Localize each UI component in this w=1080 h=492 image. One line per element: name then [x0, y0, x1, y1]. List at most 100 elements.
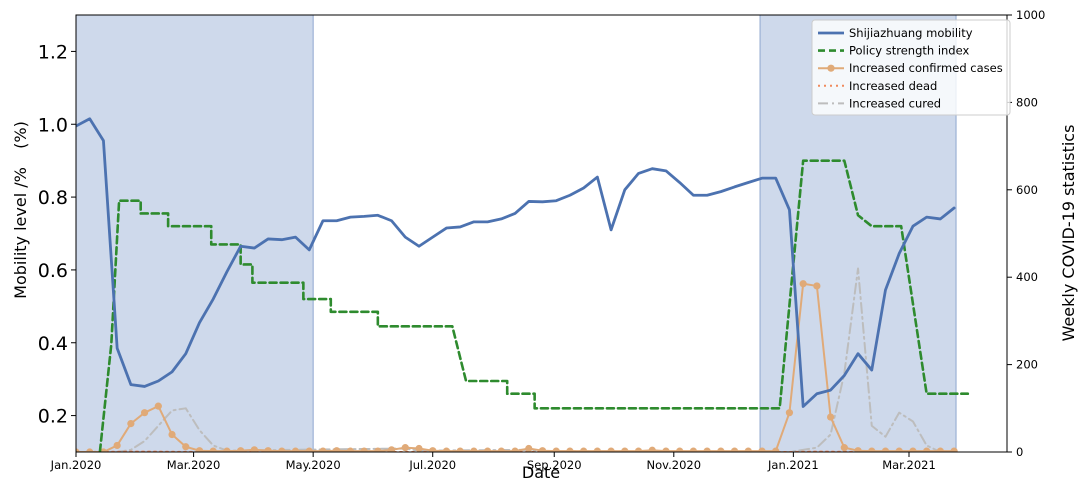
data-point-increased-confirmed-cases: [525, 444, 533, 452]
data-point-increased-confirmed-cases: [195, 447, 204, 452]
data-point-increased-confirmed-cases: [772, 447, 780, 452]
data-point-increased-confirmed-cases: [319, 447, 327, 452]
data-point-increased-confirmed-cases: [538, 447, 547, 452]
y-right-tick-label: 200: [1016, 358, 1038, 372]
data-point-increased-confirmed-cases: [676, 447, 684, 452]
data-point-increased-confirmed-cases: [580, 447, 588, 452]
y-left-tick-label: 0.8: [38, 187, 68, 209]
data-point-increased-confirmed-cases: [360, 447, 368, 452]
data-point-increased-confirmed-cases: [923, 447, 931, 452]
data-point-increased-confirmed-cases: [76, 448, 80, 452]
x-tick-label: Jan.2020: [50, 458, 102, 472]
x-tick-label: Mar.2020: [167, 458, 221, 472]
x-tick-label: Jan.2021: [767, 458, 819, 472]
data-point-increased-confirmed-cases: [374, 447, 382, 452]
legend-box: [811, 19, 1011, 116]
x-tick-label: Nov.2020: [647, 458, 701, 472]
y-right-tick-label: 0: [1016, 445, 1023, 459]
data-point-increased-confirmed-cases: [840, 444, 848, 452]
data-point-increased-confirmed-cases: [827, 413, 835, 421]
data-point-increased-confirmed-cases: [950, 447, 958, 452]
y-right-tick-label: 800: [1016, 95, 1038, 109]
data-point-increased-confirmed-cases: [648, 446, 656, 452]
data-point-increased-confirmed-cases: [621, 447, 629, 452]
y-right-tick-label: 1000: [1016, 8, 1045, 22]
data-point-increased-confirmed-cases: [291, 447, 300, 452]
data-point-increased-confirmed-cases: [730, 447, 739, 452]
data-point-increased-confirmed-cases: [868, 447, 876, 452]
y-axis-left-title: Mobility level /%: [11, 167, 30, 299]
legend-label: Increased dead: [849, 79, 937, 93]
data-point-increased-confirmed-cases: [881, 447, 890, 452]
y-left-tick-label: 0.6: [38, 260, 68, 282]
data-point-increased-confirmed-cases: [799, 280, 807, 288]
data-point-increased-confirmed-cases: [854, 447, 862, 452]
data-point-increased-confirmed-cases: [662, 447, 670, 452]
data-point-increased-confirmed-cases: [813, 282, 821, 290]
data-point-increased-confirmed-cases: [429, 447, 437, 452]
data-point-increased-confirmed-cases: [936, 447, 944, 452]
x-tick-label: Sep.2020: [527, 458, 582, 472]
y-left-tick-label: 1.2: [38, 41, 68, 63]
x-tick-label: Jul.2020: [408, 458, 456, 472]
legend: Shijiazhuang mobility Policy strength ind…: [811, 19, 1011, 116]
data-point-increased-confirmed-cases: [552, 447, 560, 452]
data-point-increased-confirmed-cases: [223, 447, 231, 452]
x-axis: Jan.2020 Mar.2020 May.2020 Jul.2020 Sep.2020…: [50, 452, 936, 472]
data-point-increased-confirmed-cases: [895, 447, 903, 452]
data-point-increased-confirmed-cases: [593, 447, 601, 452]
legend-label: Shijiazhuang mobility: [849, 26, 973, 40]
y-axis-left: 0.2 0.4 0.6 0.8 1.0 1.2: [38, 41, 76, 428]
data-point-increased-confirmed-cases: [456, 447, 464, 452]
series-layer: [76, 117, 970, 452]
data-point-increased-confirmed-cases: [237, 447, 245, 452]
data-point-increased-confirmed-cases: [497, 447, 505, 452]
data-point-increased-confirmed-cases: [744, 447, 752, 452]
data-point-increased-confirmed-cases: [415, 444, 423, 452]
shaded-period-0: [75, 14, 314, 453]
x-axis-title: Date: [522, 463, 560, 482]
data-point-increased-confirmed-cases: [566, 447, 574, 452]
data-point-increased-confirmed-cases: [703, 447, 711, 452]
data-point-increased-confirmed-cases: [113, 441, 121, 450]
y-axis-left-title-note: (%): [11, 121, 30, 149]
y-left-tick-label: 0.4: [38, 333, 68, 355]
data-point-increased-confirmed-cases: [264, 447, 272, 452]
data-point-increased-confirmed-cases: [484, 447, 492, 452]
legend-label: Policy strength index: [849, 44, 969, 58]
data-point-increased-confirmed-cases: [387, 446, 396, 452]
data-point-increased-confirmed-cases: [634, 447, 643, 452]
data-point-increased-confirmed-cases: [141, 409, 149, 417]
y-right-tick-label: 600: [1016, 183, 1038, 197]
data-point-increased-confirmed-cases: [785, 409, 794, 417]
legend-label: Increased confirmed cases: [849, 61, 1003, 75]
data-point-increased-confirmed-cases: [127, 419, 135, 428]
legend-label: Increased cured: [849, 96, 941, 110]
y-axis-right-title: Weekly COVID-19 statistics: [1059, 125, 1078, 342]
data-point-increased-confirmed-cases: [717, 447, 725, 452]
plot-frame: [75, 14, 1008, 453]
y-left-tick-label: 0.2: [38, 406, 68, 428]
data-point-increased-confirmed-cases: [250, 446, 258, 452]
data-point-increased-confirmed-cases: [470, 447, 478, 452]
data-point-increased-confirmed-cases: [689, 447, 697, 452]
data-point-increased-confirmed-cases: [346, 447, 354, 452]
data-point-increased-confirmed-cases: [154, 402, 162, 410]
series-line-shijiazhuang-mobility: [76, 117, 956, 408]
data-point-increased-confirmed-cases: [909, 447, 917, 452]
data-point-increased-confirmed-cases: [168, 430, 176, 439]
data-point-increased-confirmed-cases: [607, 447, 615, 452]
data-point-increased-confirmed-cases: [209, 447, 217, 452]
data-point-increased-confirmed-cases: [511, 447, 519, 452]
x-tick-label: Mar.2021: [882, 458, 936, 472]
data-point-increased-confirmed-cases: [333, 447, 341, 452]
y-left-tick-label: 1.0: [38, 114, 68, 136]
data-point-increased-confirmed-cases: [758, 447, 766, 452]
data-point-increased-confirmed-cases: [305, 447, 313, 452]
data-point-increased-confirmed-cases: [401, 444, 409, 452]
data-point-increased-confirmed-cases: [442, 447, 451, 452]
data-point-increased-confirmed-cases: [182, 443, 190, 451]
data-point-increased-confirmed-cases: [99, 448, 108, 452]
